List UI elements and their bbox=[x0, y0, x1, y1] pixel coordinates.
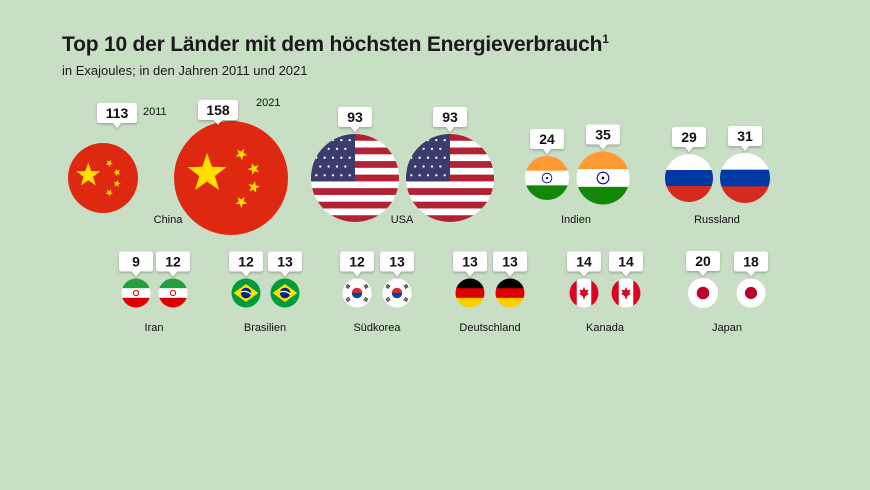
canada-flag-2021 bbox=[611, 278, 641, 308]
country-label-china: China bbox=[154, 214, 184, 226]
value-label-text: 93 bbox=[442, 109, 458, 125]
country-label-iran: Iran bbox=[145, 322, 164, 334]
chart-title: Top 10 der Länder mit dem höchsten Energ… bbox=[62, 32, 609, 56]
brazil-flag-2021 bbox=[270, 278, 300, 308]
value-label-brasilien-2011: 12 bbox=[229, 251, 263, 277]
india-flag-2011 bbox=[525, 156, 569, 200]
country-label-südkorea: Südkorea bbox=[353, 322, 401, 334]
value-label-text: 20 bbox=[695, 253, 711, 269]
value-label-text: 13 bbox=[502, 254, 518, 270]
value-label-text: 24 bbox=[539, 131, 555, 147]
year-label-2011: 2011 bbox=[143, 106, 167, 118]
iran-flag-2011 bbox=[121, 278, 151, 308]
value-label-indien-2021: 35 bbox=[586, 124, 620, 150]
value-label-indien-2011: 24 bbox=[530, 129, 564, 154]
value-label-text: 13 bbox=[389, 254, 405, 270]
japan-flag-2011 bbox=[688, 278, 718, 308]
value-label-text: 13 bbox=[462, 254, 478, 270]
year-label-2021: 2021 bbox=[256, 97, 280, 109]
country-label-brasilien: Brasilien bbox=[244, 322, 286, 334]
value-label-südkorea-2021: 13 bbox=[380, 251, 414, 277]
value-label-text: 12 bbox=[165, 254, 181, 270]
germany-flag-2011 bbox=[455, 278, 485, 308]
value-label-china-2021: 158 bbox=[198, 100, 238, 125]
country-label-japan: Japan bbox=[712, 322, 742, 334]
russia-flag-2011 bbox=[665, 154, 713, 202]
country-label-russland: Russland bbox=[694, 214, 740, 226]
country-label-usa: USA bbox=[391, 214, 414, 226]
value-label-japan-2021: 18 bbox=[734, 251, 768, 277]
value-label-text: 158 bbox=[206, 102, 230, 118]
value-label-iran-2021: 12 bbox=[156, 251, 190, 277]
value-label-text: 18 bbox=[743, 254, 759, 270]
south-korea-flag-2011 bbox=[342, 278, 372, 308]
country-label-indien: Indien bbox=[561, 214, 591, 226]
value-label-russland-2011: 29 bbox=[672, 127, 706, 152]
value-label-usa-2021: 93 bbox=[433, 107, 467, 132]
south-korea-flag-2021 bbox=[382, 278, 412, 308]
value-label-text: 14 bbox=[576, 254, 592, 270]
value-label-russland-2021: 31 bbox=[728, 126, 762, 151]
canada-flag-2011 bbox=[569, 278, 599, 308]
value-label-südkorea-2011: 12 bbox=[340, 251, 374, 277]
usa-flag-2021 bbox=[406, 134, 494, 222]
india-flag-2021 bbox=[576, 151, 630, 205]
value-label-usa-2011: 93 bbox=[338, 107, 372, 132]
value-label-text: 14 bbox=[618, 254, 634, 270]
value-label-text: 9 bbox=[132, 254, 140, 270]
iran-flag-2021 bbox=[158, 278, 188, 308]
japan-flag-2021 bbox=[736, 278, 766, 308]
value-label-text: 13 bbox=[277, 254, 293, 270]
value-label-text: 12 bbox=[238, 254, 254, 270]
value-label-deutschland-2021: 13 bbox=[493, 251, 527, 277]
value-label-deutschland-2011: 13 bbox=[453, 251, 487, 277]
value-label-kanada-2011: 14 bbox=[567, 251, 601, 277]
value-label-iran-2011: 9 bbox=[119, 251, 153, 277]
value-label-text: 29 bbox=[681, 129, 697, 145]
value-label-text: 31 bbox=[737, 128, 753, 144]
russia-flag-2021 bbox=[720, 153, 770, 203]
value-label-japan-2011: 20 bbox=[686, 251, 720, 277]
chart-subtitle: in Exajoules; in den Jahren 2011 und 202… bbox=[62, 63, 308, 78]
value-label-text: 35 bbox=[595, 127, 611, 143]
value-label-text: 113 bbox=[106, 105, 129, 121]
china-flag-2021 bbox=[174, 121, 288, 235]
country-label-deutschland: Deutschland bbox=[459, 322, 520, 334]
usa-flag-2011 bbox=[311, 134, 399, 222]
value-label-text: 12 bbox=[349, 254, 365, 270]
germany-flag-2021 bbox=[495, 278, 525, 308]
value-label-text: 93 bbox=[347, 109, 363, 125]
country-label-kanada: Kanada bbox=[586, 322, 625, 334]
value-label-brasilien-2021: 13 bbox=[268, 251, 302, 277]
value-label-kanada-2021: 14 bbox=[609, 251, 643, 277]
china-flag-2011 bbox=[68, 143, 138, 213]
brazil-flag-2011 bbox=[231, 278, 261, 308]
value-label-china-2011: 113 bbox=[97, 103, 137, 128]
